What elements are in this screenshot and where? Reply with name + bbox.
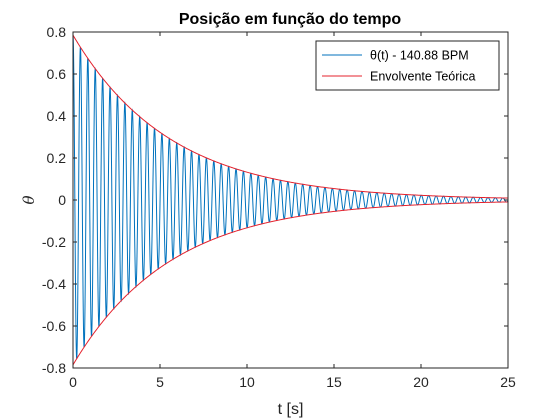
x-tick-label-1: 5 bbox=[156, 374, 164, 390]
x-tick-label-2: 10 bbox=[239, 374, 255, 390]
legend-label-envelope: Envolvente Teórica bbox=[370, 70, 475, 84]
legend-label-theta: θ(t) - 140.88 BPM bbox=[370, 49, 469, 63]
y-tick-label-6: 0.4 bbox=[47, 108, 67, 124]
x-tick-label-3: 15 bbox=[326, 374, 342, 390]
legend-box bbox=[315, 40, 500, 91]
y-tick-label-5: 0.2 bbox=[47, 150, 67, 166]
y-tick-label-8: 0.8 bbox=[47, 24, 67, 40]
x-axis-label: t [s] bbox=[278, 401, 304, 418]
series-envelope-lower-line bbox=[72, 201, 509, 366]
x-tick-label-4: 20 bbox=[413, 374, 429, 390]
x-tick-label-5: 25 bbox=[500, 374, 516, 390]
chart-title: Posição em função do tempo bbox=[179, 11, 401, 28]
y-tick-label-7: 0.6 bbox=[47, 66, 67, 82]
x-tick-label-0: 0 bbox=[69, 374, 77, 390]
y-axis-label: θ bbox=[20, 195, 38, 204]
series-layer bbox=[72, 34, 509, 366]
y-tick-label-1: -0.6 bbox=[42, 318, 66, 334]
ticks-layer: 0 5 10 15 20 25 -0.8 -0.6 -0.4 -0.2 0 0.2 0.4 0.6 0.8 bbox=[42, 24, 516, 390]
series-theta-line bbox=[72, 35, 509, 359]
y-tick-label-2: -0.4 bbox=[42, 276, 66, 292]
legend: θ(t) - 140.88 BPM Envolvente Teórica bbox=[315, 40, 500, 91]
y-tick-label-0: -0.8 bbox=[42, 360, 66, 376]
series-envelope-upper-line bbox=[72, 34, 509, 199]
y-tick-label-4: 0 bbox=[58, 192, 66, 208]
axes-box bbox=[72, 31, 509, 369]
y-tick-label-3: -0.2 bbox=[42, 234, 66, 250]
